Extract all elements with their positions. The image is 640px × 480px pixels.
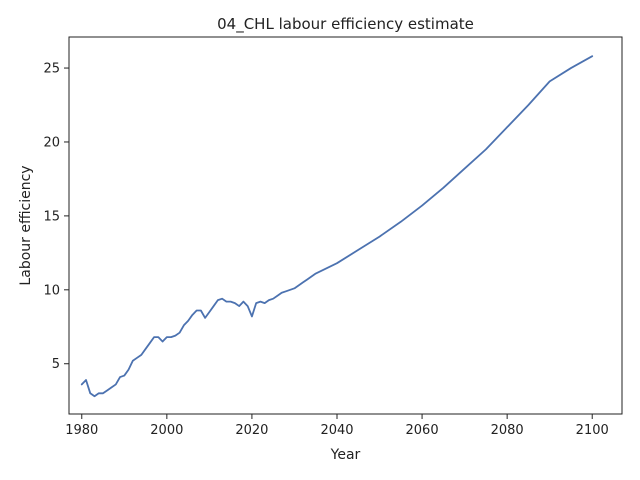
plot-frame <box>68 36 623 415</box>
x-tick-label: 2080 <box>491 423 524 438</box>
chart-title: 04_CHL labour efficiency estimate <box>217 15 474 34</box>
y-tick-label: 5 <box>52 357 60 372</box>
y-tick-label: 20 <box>43 135 60 150</box>
x-axis-label: Year <box>330 447 361 463</box>
x-tick-label: 2060 <box>406 423 439 438</box>
ticks: 1980 2000 2020 2040 2060 2080 2100 5 10 15 20 25 <box>43 62 608 438</box>
series <box>80 55 594 398</box>
x-tick-label: 2000 <box>150 423 183 438</box>
x-tick-label: 2040 <box>320 423 353 438</box>
series-line-0 <box>80 55 594 398</box>
y-axis-label: Labour efficiency <box>18 165 34 285</box>
y-tick-label: 15 <box>43 209 60 224</box>
y-tick-label: 10 <box>43 283 60 298</box>
axes <box>68 36 623 415</box>
x-tick-label: 2100 <box>576 423 609 438</box>
x-tick-label: 1980 <box>65 423 98 438</box>
x-tick-label: 2020 <box>235 423 268 438</box>
y-tick-label: 25 <box>43 62 60 77</box>
